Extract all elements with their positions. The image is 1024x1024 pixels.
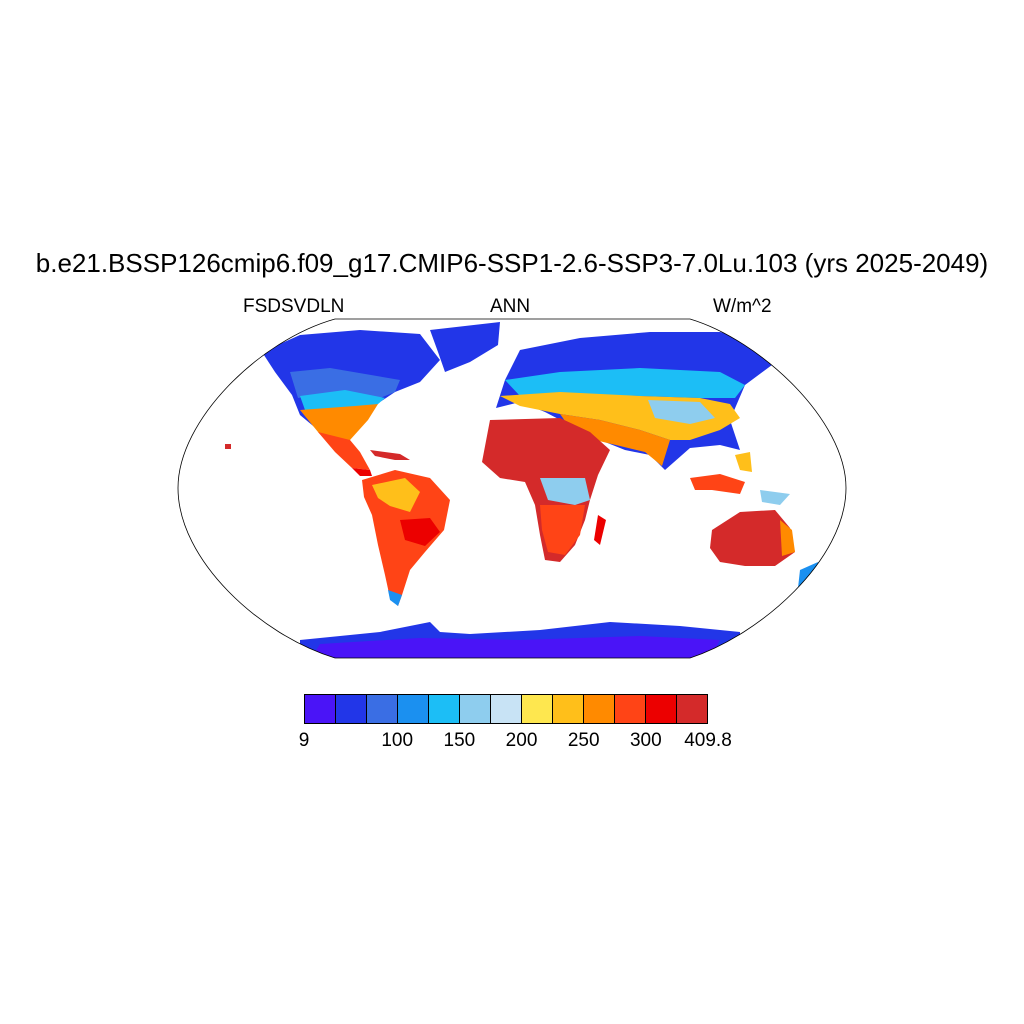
hawaii: [225, 444, 231, 449]
colorbar-box: [491, 695, 522, 723]
colorbar-box: [522, 695, 553, 723]
colorbar-box: [553, 695, 584, 723]
plot-title: b.e21.BSSP126cmip6.f09_g17.CMIP6-SSP1-2.…: [35, 248, 989, 278]
globe-outline: [177, 318, 847, 659]
colorbar-tick-label: 100: [381, 730, 414, 751]
colorbar-tick-label: 250: [567, 730, 600, 751]
north-america: [262, 330, 440, 476]
variable-name: FSDSVDLN: [243, 296, 345, 317]
antarctica: [300, 622, 740, 658]
colorbar-box: [336, 695, 367, 723]
australia: [710, 510, 795, 566]
colorbar-box: [398, 695, 429, 723]
season-label: ANN: [490, 296, 531, 317]
africa: [482, 418, 610, 562]
colorbar-box: [584, 695, 615, 723]
colorbar-tick-label: 150: [443, 730, 476, 751]
colorbar: [304, 694, 708, 724]
eurasia: [496, 332, 772, 470]
colorbar-tick-label: 409.8: [684, 730, 732, 751]
colorbar-box: [646, 695, 677, 723]
greenland: [430, 322, 500, 372]
caribbean: [370, 450, 410, 460]
colorbar-box: [460, 695, 491, 723]
colorbar-tick-label: 300: [629, 730, 662, 751]
southeast-asia: [690, 452, 790, 505]
colorbar-box: [677, 695, 707, 723]
colorbar-box: [367, 695, 398, 723]
colorbar-tick-label: 9: [298, 730, 310, 751]
colorbar-box: [429, 695, 460, 723]
colorbar-box: [305, 695, 336, 723]
colorbar-box: [615, 695, 646, 723]
units-label: W/m^2: [713, 296, 772, 317]
south-america: [362, 470, 450, 606]
colorbar-tick-label: 200: [505, 730, 538, 751]
